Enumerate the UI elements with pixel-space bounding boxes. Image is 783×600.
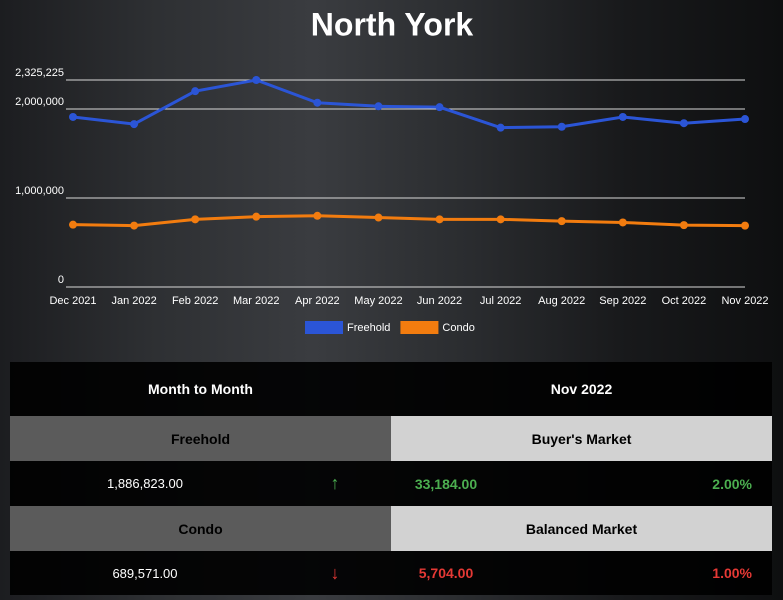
point	[679, 119, 688, 128]
chart: North York 0 1,000,000 2,000,000 2,325,225 D…	[15, 6, 768, 334]
row-label: Freehold	[10, 416, 391, 461]
legend-swatch	[305, 321, 343, 334]
point	[374, 102, 383, 111]
series-line	[72, 78, 746, 130]
point	[741, 221, 749, 230]
x-tick-label: Jan 2022	[111, 295, 156, 307]
point	[557, 217, 566, 226]
point	[679, 221, 688, 230]
point	[191, 87, 200, 96]
y-tick-label: 2,000,000	[15, 96, 64, 108]
point	[374, 213, 383, 222]
point	[313, 98, 322, 107]
percent: 1.00%	[712, 565, 752, 581]
row-band	[10, 551, 772, 595]
change: 5,704.00	[418, 565, 474, 581]
point	[496, 215, 505, 224]
series-line	[72, 214, 746, 228]
x-tick-label: Feb 2022	[172, 295, 218, 307]
down-arrow: ↓	[330, 562, 340, 583]
x-tick-label: Dec 2021	[49, 295, 96, 307]
chart-title: North York	[311, 6, 474, 42]
legend-label: Freehold	[347, 322, 390, 334]
point	[130, 221, 139, 230]
x-tick-label: May 2022	[354, 295, 402, 307]
point	[496, 123, 505, 132]
point	[435, 103, 444, 112]
x-tick-label: Nov 2022	[721, 295, 768, 307]
x-tick-label: Aug 2022	[538, 295, 585, 307]
table-header: Nov 2022	[550, 381, 613, 397]
x-tick-label: Jun 2022	[417, 295, 462, 307]
x-tick-label: Jul 2022	[480, 295, 522, 307]
percent: 2.00%	[712, 475, 752, 492]
point	[252, 212, 261, 221]
legend-swatch	[400, 321, 439, 334]
point	[557, 122, 566, 131]
y-tick-label: 1,000,000	[15, 185, 64, 197]
price: 689,571.00	[112, 565, 178, 581]
change: 33,184.00	[414, 475, 478, 492]
up-arrow: ↑	[330, 473, 340, 493]
x-tick-label: Mar 2022	[233, 295, 279, 307]
market-label: Buyer's Market	[391, 416, 772, 461]
row-label: Condo	[10, 506, 391, 551]
point	[435, 215, 444, 224]
point	[252, 76, 261, 84]
point	[618, 112, 627, 121]
table-header-band	[10, 362, 772, 416]
table-header: Month to Month	[148, 381, 253, 397]
x-tick-label: Apr 2022	[295, 295, 340, 307]
x-tick-label: Sep 2022	[599, 295, 646, 307]
point	[313, 211, 322, 220]
x-tick-label: Oct 2022	[662, 295, 707, 307]
point	[618, 218, 627, 227]
y-tick-label: 2,325,225	[15, 67, 64, 79]
point	[69, 220, 77, 229]
point	[741, 115, 749, 124]
point	[191, 215, 200, 224]
point	[130, 120, 139, 129]
y-tick-label: 0	[58, 274, 64, 286]
legend-label: Condo	[442, 322, 474, 334]
price: 1,886,823.00	[107, 476, 183, 491]
market-label: Balanced Market	[391, 506, 772, 551]
row-band	[10, 461, 772, 506]
point	[69, 112, 77, 121]
